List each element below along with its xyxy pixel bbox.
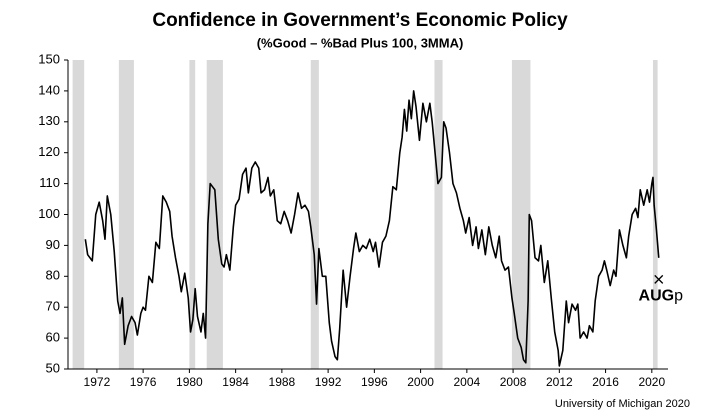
- x-tick-label: 1988: [269, 375, 296, 389]
- y-tick-label: 150: [38, 51, 60, 66]
- y-tick-label: 140: [38, 82, 60, 97]
- y-tick-label: 70: [46, 299, 60, 314]
- y-tick-label: 80: [46, 268, 60, 283]
- annotation-label-main: AUG: [639, 288, 675, 305]
- y-tick-label: 100: [38, 206, 60, 221]
- source-note: University of Michigan 2020: [555, 398, 690, 410]
- x-tick-label: 2008: [500, 375, 527, 389]
- x-tick-label: 2000: [407, 375, 434, 389]
- recession-band: [310, 60, 319, 369]
- x-tick-label: 2020: [638, 375, 665, 389]
- y-tick-label: 130: [38, 113, 60, 128]
- x-tick-label: 2016: [592, 375, 619, 389]
- x-tick-label: 2012: [546, 375, 573, 389]
- x-tick-label: 1984: [222, 375, 249, 389]
- y-tick-label: 120: [38, 144, 60, 159]
- x-tick-label: 1996: [361, 375, 388, 389]
- x-tick-label: 1976: [130, 375, 157, 389]
- annotation-marker: [654, 274, 664, 284]
- x-tick-label: 2004: [453, 375, 480, 389]
- chart-subtitle: (%Good – %Bad Plus 100, 3MMA): [257, 35, 464, 50]
- chart-title: Confidence in Government’s Economic Poli…: [152, 10, 568, 31]
- annotation-label: AUGp: [639, 288, 684, 305]
- recession-band: [206, 60, 223, 369]
- recession-band: [72, 60, 85, 369]
- y-tick-label: 90: [46, 237, 60, 252]
- y-tick-label: 60: [46, 330, 60, 345]
- x-tick-label: 1972: [84, 375, 111, 389]
- recession-band: [189, 60, 196, 369]
- recession-band: [511, 60, 531, 369]
- recession-band: [118, 60, 134, 369]
- data-line: [84, 90, 660, 367]
- x-tick-label: 1980: [176, 375, 203, 389]
- x-tick-label: 1992: [315, 375, 342, 389]
- recession-band: [434, 60, 443, 369]
- y-tick-label: 110: [39, 175, 60, 190]
- y-tick-label: 50: [46, 360, 60, 375]
- annotation-label-suffix: p: [674, 288, 683, 305]
